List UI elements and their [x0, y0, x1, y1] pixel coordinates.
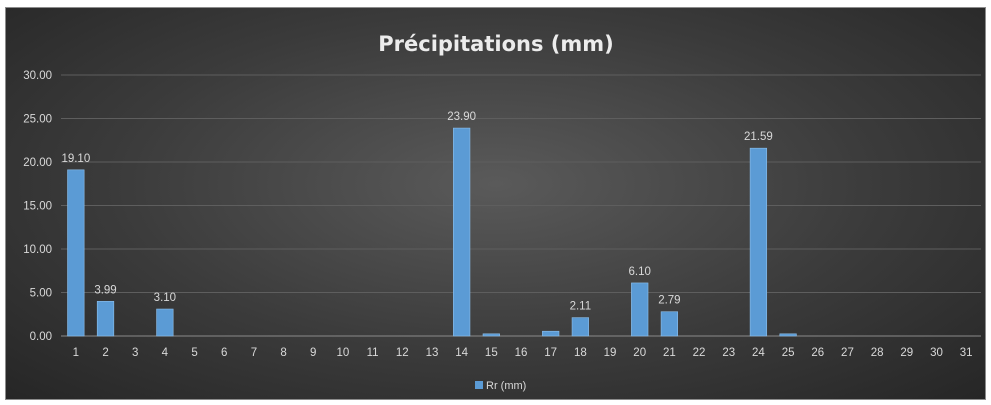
x-tick-label: 26: [811, 347, 824, 359]
x-tick-label: 18: [574, 347, 587, 359]
x-tick-label: 21: [663, 347, 676, 359]
bar[interactable]: [156, 308, 174, 337]
x-tick-label: 23: [722, 347, 735, 359]
x-axis-ticks: 1 2 3 4 5 6 7 8 9 10 11 12 13 14 15 16 17 18 19 20 21 22 23 24 2…: [73, 347, 973, 359]
chart-area: Précipitations (mm) 0.00 5.00 10.00 15.00 20…: [5, 7, 986, 400]
y-axis-ticks: 0.00 5.00 10.00 15.00 20.00 25.00 30.00: [23, 70, 52, 343]
chart-title: Précipitations (mm): [378, 32, 613, 56]
bar[interactable]: [631, 282, 649, 337]
legend-swatch: [475, 381, 483, 389]
y-tick-label: 0.00: [30, 331, 52, 343]
bar[interactable]: [482, 333, 500, 337]
x-tick-label: 30: [930, 347, 943, 359]
x-tick-label: 7: [251, 347, 257, 359]
data-label: 19.10: [61, 153, 90, 165]
x-tick-label: 24: [752, 347, 765, 359]
x-tick-label: 9: [310, 347, 316, 359]
bar[interactable]: [96, 300, 115, 337]
y-tick-label: 30.00: [23, 70, 52, 82]
x-tick-label: 1: [73, 347, 79, 359]
data-label: 2.11: [570, 301, 592, 313]
x-tick-label: 19: [604, 347, 617, 359]
data-label: 3.99: [94, 284, 116, 296]
x-tick-label: 14: [455, 347, 468, 359]
y-tick-label: 25.00: [23, 114, 52, 126]
bar[interactable]: [453, 127, 471, 337]
data-labels: 19.10 3.99 3.10 23.90 2.11 6.10 2.79 21.59: [61, 111, 772, 313]
x-tick-label: 11: [367, 347, 379, 359]
x-tick-label: 10: [337, 347, 350, 359]
x-tick-label: 20: [633, 347, 646, 359]
x-tick-label: 28: [871, 347, 884, 359]
bar-chart: Précipitations (mm) 0.005.0010.0015.0020…: [23, 32, 981, 392]
bar[interactable]: [749, 147, 768, 337]
bar[interactable]: [542, 330, 560, 337]
data-label: 6.10: [629, 266, 651, 278]
x-tick-label: 8: [280, 347, 286, 359]
x-tick-label: 29: [900, 347, 913, 359]
x-tick-label: 17: [544, 347, 557, 359]
data-label: 23.90: [447, 111, 476, 123]
x-tick-label: 15: [485, 347, 498, 359]
bars: [67, 127, 797, 337]
bar[interactable]: [779, 333, 797, 337]
x-tick-label: 5: [191, 347, 197, 359]
x-tick-label: 12: [396, 347, 409, 359]
y-tick-label: 10.00: [23, 244, 52, 256]
x-tick-label: 6: [221, 347, 227, 359]
x-tick-label: 3: [132, 347, 138, 359]
x-tick-label: 2: [102, 347, 108, 359]
gridlines: [61, 74, 981, 337]
bar[interactable]: [571, 317, 589, 337]
data-label: 21.59: [744, 131, 773, 143]
x-tick-label: 16: [515, 347, 528, 359]
y-tick-label: 5.00: [30, 288, 52, 300]
y-tick-label: 15.00: [23, 201, 52, 213]
x-tick-label: 31: [960, 347, 973, 359]
data-label: 3.10: [154, 292, 176, 304]
bar[interactable]: [67, 169, 85, 337]
x-tick-label: 13: [426, 347, 439, 359]
x-tick-label: 22: [693, 347, 706, 359]
legend-label: Rr (mm): [486, 380, 526, 392]
x-tick-label: 4: [162, 347, 169, 359]
legend[interactable]: Rr (mm): [475, 380, 526, 392]
x-tick-label: 25: [782, 347, 795, 359]
y-tick-label: 20.00: [23, 157, 52, 169]
x-tick-label: 27: [841, 347, 854, 359]
bar[interactable]: [660, 311, 678, 337]
data-label: 2.79: [658, 295, 680, 307]
